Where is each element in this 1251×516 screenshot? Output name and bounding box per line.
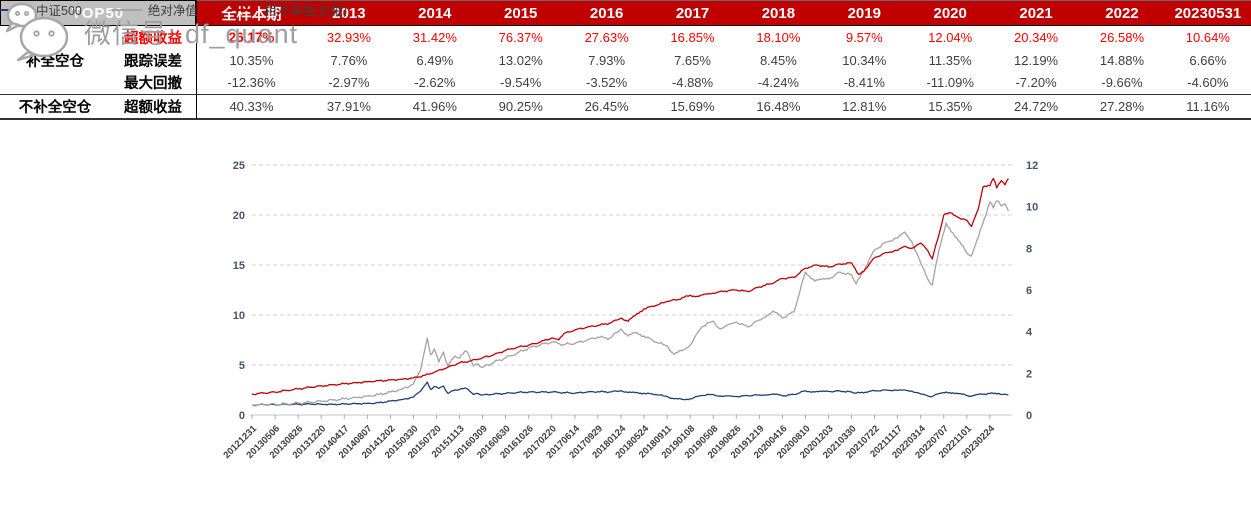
right-axis-tick-label: 12	[1026, 160, 1038, 172]
table-cell: 31.42%	[412, 30, 457, 45]
table-cell: -7.20%	[993, 71, 1080, 95]
relative-nav-line-swatch	[227, 8, 258, 11]
column-header: 2018	[735, 0, 822, 26]
right-axis-tick-label: 2	[1026, 368, 1032, 380]
table-cell: 26.58%	[1099, 30, 1144, 45]
table-cell: 26.17%	[196, 26, 306, 49]
wechat-icon	[5, 2, 69, 62]
table-cell: 12.81%	[821, 95, 908, 120]
right-axis-tick-label: 8	[1026, 243, 1032, 255]
table-cell: 16.85%	[670, 30, 715, 45]
table-cell: -8.41%	[821, 71, 908, 95]
row-group-label: 补全空仓	[0, 26, 110, 95]
absolute-nav-line	[251, 200, 1009, 407]
legend-label-relative-nav: 相对净值(右轴)	[263, 4, 348, 18]
table-cell: 7.93%	[588, 52, 626, 68]
left-axis-tick-label: 5	[239, 360, 245, 372]
left-axis-tick-label: 15	[233, 260, 245, 272]
left-axis-tick-label: 10	[233, 310, 245, 322]
table-cell: 76.37%	[498, 30, 543, 45]
table-cell: 15.69%	[649, 95, 736, 120]
table-cell: -4.24%	[735, 71, 822, 95]
table-cell: 11.35%	[928, 52, 972, 68]
table-cell: -2.97%	[306, 71, 392, 95]
column-header: 2022	[1079, 0, 1165, 26]
absolute-nav-line-swatch	[111, 8, 142, 11]
table-cell: 18.10%	[756, 30, 801, 45]
table-cell: -9.54%	[477, 71, 564, 95]
table-cell: 9.57%	[845, 30, 883, 45]
table-cell: 13.02%	[498, 52, 543, 68]
legend-label-csi500: 中证500	[36, 4, 82, 18]
table-cell: 37.91%	[306, 95, 392, 120]
table-cell: 27.63%	[584, 30, 629, 45]
table-cell: 7.65%	[674, 52, 711, 68]
watermark-text: 微信号: df_quant	[84, 18, 299, 49]
column-header: 2020	[907, 0, 994, 26]
column-header: 2013	[306, 0, 392, 26]
column-header: 全样本期	[196, 0, 306, 26]
table-cell: 26.45%	[563, 95, 650, 120]
table-cell: 6.66%	[1189, 52, 1227, 68]
table-cell: 90.25%	[477, 95, 564, 120]
right-axis-tick-label: 0	[1026, 410, 1032, 422]
table-cell: 27.28%	[1079, 95, 1165, 120]
row-label: 最大回撤	[110, 71, 196, 95]
legend-label-absolute-nav: 绝对净值	[147, 4, 198, 18]
table-cell: 10.64%	[1185, 30, 1230, 45]
csi500-line	[251, 381, 1009, 407]
row-label: 超额收益	[124, 31, 182, 47]
table-cell: 6.49%	[416, 52, 454, 68]
table-cell: 41.96%	[391, 95, 478, 120]
table-cell: 15.35%	[907, 95, 994, 120]
row-label: 超额收益	[110, 95, 196, 120]
column-header: 20230531	[1164, 0, 1251, 26]
chart-legend: 中证500 绝对净值 相对净值(右轴)	[0, 0, 347, 19]
column-header: 2019	[821, 0, 908, 26]
column-header: 2017	[649, 0, 736, 26]
table-cell: 11.16%	[1164, 95, 1251, 120]
table-cell: -9.66%	[1079, 71, 1165, 95]
table-cell: 20.34%	[1014, 30, 1059, 45]
table-cell: -4.88%	[649, 71, 736, 95]
table-cell: -3.52%	[563, 71, 650, 95]
column-header: 2015	[477, 0, 564, 26]
left-axis-tick-label: 0	[239, 410, 245, 422]
left-axis-tick-label: 25	[233, 160, 245, 172]
table-cell: -11.09%	[907, 71, 994, 95]
table-cell: -4.60%	[1164, 71, 1251, 95]
legend-item-absolute-nav: 绝对净值	[111, 0, 198, 19]
right-axis-tick-label: 6	[1026, 285, 1032, 297]
right-axis-tick-label: 4	[1026, 327, 1033, 339]
table-cell: -12.36%	[196, 71, 306, 95]
table-cell: 40.33%	[196, 95, 306, 120]
table-cell: 32.93%	[326, 30, 371, 45]
table-cell: -2.62%	[391, 71, 478, 95]
table-cell: 12.19%	[1014, 52, 1059, 68]
table-cell: 14.88%	[1099, 52, 1144, 68]
table-cell: 24.72%	[993, 95, 1080, 120]
table-cell: 10.35%	[196, 49, 306, 71]
table-cell: 12.04%	[928, 30, 973, 45]
relative-nav-line	[251, 177, 1009, 396]
watermark: 微信号: df_quant	[0, 0, 298, 62]
table-cell: 8.45%	[759, 52, 797, 68]
column-header: 2016	[563, 0, 650, 26]
table-cell: 7.76%	[330, 52, 368, 68]
legend-item-relative-nav: 相对净值(右轴)	[227, 0, 348, 19]
table-cell: 10.34%	[842, 52, 887, 68]
row-label: 跟踪误差	[124, 53, 182, 70]
column-header: 2021	[993, 0, 1080, 26]
table-cell: 16.48%	[735, 95, 822, 120]
column-header: 2014	[391, 0, 478, 26]
performance-table: TOP50 全样本期 2013 2014 2015 2016 2017 2018…	[0, 0, 1251, 120]
right-axis-tick-label: 10	[1026, 202, 1038, 214]
row-group-label: 不补全空仓	[0, 95, 110, 120]
left-axis-tick-label: 20	[233, 210, 245, 222]
